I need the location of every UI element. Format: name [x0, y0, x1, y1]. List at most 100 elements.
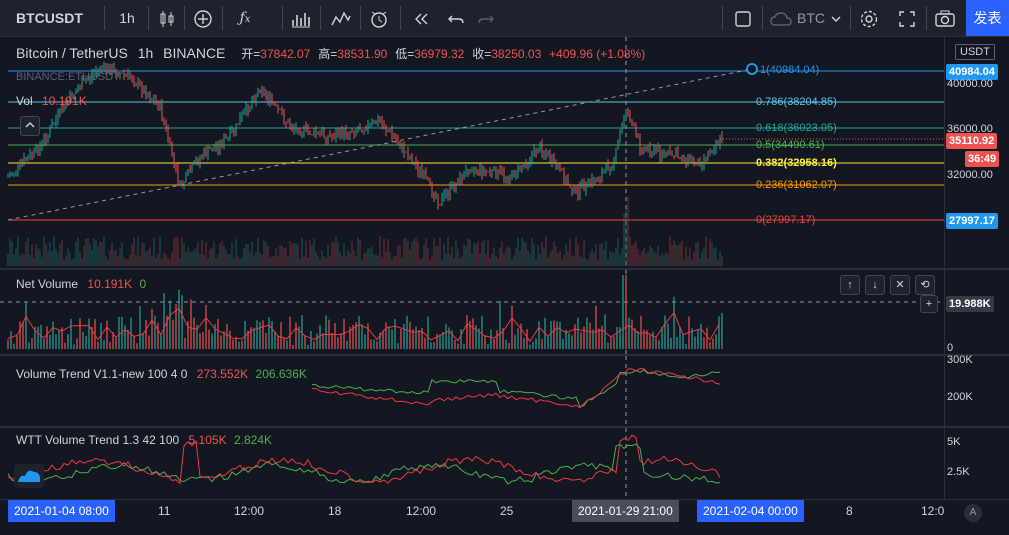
open-value: 37842.07	[260, 47, 311, 61]
wtt-red-line	[7, 434, 721, 485]
divider	[850, 6, 851, 30]
move-down-button[interactable]: ↓	[865, 275, 885, 295]
compare-symbol-label[interactable]: BINANCE:ETHUSDT	[16, 71, 120, 83]
net-volume-legend: Net Volume 10.191K 0	[16, 277, 146, 291]
redo-icon[interactable]	[474, 0, 498, 36]
volume-trend-legend: Volume Trend V1.1-new 100 4 0 273.552K 2…	[16, 367, 307, 381]
net-volume-chart[interactable]	[0, 270, 944, 354]
fx-icon[interactable]: ƒx	[239, 10, 251, 26]
time-tick: 12:0	[921, 504, 945, 518]
time-tick: 8	[846, 504, 853, 518]
time-tick: 12:00	[234, 504, 265, 518]
collapse-legend-button[interactable]	[20, 116, 40, 136]
divider	[360, 6, 361, 30]
trend-line-handle	[746, 63, 758, 75]
indicator-icon[interactable]	[328, 0, 354, 36]
close-label: 收=	[472, 47, 492, 61]
volume-trend-chart[interactable]	[0, 356, 944, 426]
move-up-button[interactable]: ↑	[840, 275, 860, 295]
add-icon[interactable]	[190, 0, 216, 36]
maximize-pane-button[interactable]: ⟲	[915, 275, 935, 295]
price-chart[interactable]	[0, 37, 944, 268]
net-volume-axis[interactable]: 19.988K 0	[944, 270, 1009, 354]
vol-label: Vol	[16, 94, 33, 108]
vol-legend: Vol 10.191K	[16, 94, 87, 108]
fib-label-0382: 0.382(32958.16)	[756, 157, 837, 169]
wtt-volume-pane[interactable]: WTT Volume Trend 1.3 42 100 5.105K 2.824…	[0, 428, 944, 499]
divider	[926, 6, 927, 30]
net-volume-bars	[7, 275, 723, 349]
wtt-legend: WTT Volume Trend 1.3 42 100 5.105K 2.824…	[16, 433, 272, 447]
volume-trend-axis[interactable]: 300K 200K	[944, 354, 1009, 426]
wtt-value2: 2.824K	[233, 433, 272, 447]
close-pane-button[interactable]: ✕	[890, 275, 910, 295]
open-label: 开=	[241, 47, 261, 61]
net-volume-pane[interactable]: Net Volume 10.191K 0 ↑ ↓ ✕ ⟲ +	[0, 270, 944, 354]
fib-label-0786: 0.786(38204.85)	[756, 96, 837, 108]
auto-scale-button[interactable]: A	[964, 504, 982, 522]
time-tick: 12:00	[406, 504, 437, 518]
undo-icon[interactable]	[444, 0, 468, 36]
range-start-label: 2021-01-04 08:00	[8, 500, 115, 522]
change-value: +409.96 (+1.08%)	[549, 47, 646, 61]
volume-trend-tick: 200K	[947, 391, 973, 403]
main-legend: Bitcoin / TetherUS 1h BINANCE 开=37842.07…	[16, 45, 645, 62]
wtt-title: WTT Volume Trend 1.3 42 100	[16, 433, 180, 447]
divider	[400, 6, 401, 30]
fib-label-05: 0.5(34490.61)	[756, 139, 825, 151]
fullscreen-icon[interactable]	[894, 0, 920, 36]
cloud-icon[interactable]	[768, 0, 794, 36]
net-volume-title: Net Volume	[16, 277, 79, 291]
pane-divider[interactable]	[0, 268, 1009, 270]
candles	[7, 61, 723, 210]
divider	[762, 6, 763, 30]
gear-icon[interactable]	[856, 0, 882, 36]
add-crosshair-button[interactable]: +	[920, 295, 938, 313]
divider	[184, 6, 185, 30]
square-icon[interactable]	[730, 0, 756, 36]
candles-icon[interactable]	[154, 0, 180, 36]
price-tick: 32000.00	[947, 169, 993, 181]
low-value: 36979.32	[414, 47, 465, 61]
fib-price-label: 27997.17	[946, 213, 998, 229]
chart-exchange: BINANCE	[163, 45, 226, 61]
fib-price-label: 40984.04	[946, 64, 998, 80]
volume-trend-tick: 300K	[947, 354, 973, 366]
crosshair-time-label: 2021-01-29 21:00	[572, 500, 679, 522]
price-axis[interactable]: USDT 40984.04 40000.00 36000.00 35110.92…	[944, 37, 1009, 268]
main-chart-pane[interactable]: Bitcoin / TetherUS 1h BINANCE 开=37842.07…	[0, 37, 944, 268]
volume-trend-pane[interactable]: Volume Trend V1.1-new 100 4 0 273.552K 2…	[0, 356, 944, 426]
divider	[222, 6, 223, 30]
replay-icon[interactable]	[408, 0, 434, 36]
time-axis[interactable]	[0, 499, 1009, 535]
high-label: 高=	[318, 47, 338, 61]
volume-trend-value1: 273.552K	[196, 367, 249, 381]
close-value: 38250.03	[491, 47, 542, 61]
bar-chart-icon[interactable]	[288, 0, 314, 36]
volume-trend-green-line	[311, 369, 721, 408]
symbol-title: Bitcoin / TetherUS	[16, 45, 128, 61]
fib-label-1: 1(40984.04)	[760, 64, 820, 76]
interval-button[interactable]: 1h	[119, 10, 135, 26]
divider	[282, 6, 283, 30]
pane-divider[interactable]	[0, 354, 1009, 356]
divider	[722, 6, 723, 30]
alarm-icon[interactable]	[366, 0, 392, 36]
camera-icon[interactable]	[932, 0, 958, 36]
publish-button[interactable]: 发表	[966, 0, 1009, 36]
wtt-axis[interactable]: 5K 2.5K	[944, 428, 1009, 499]
symbol-search[interactable]: BTCUSDT	[16, 10, 83, 26]
price-tick: 36000.00	[947, 123, 993, 135]
divider	[320, 6, 321, 30]
wtt-value1: 5.105K	[188, 433, 227, 447]
currency-select[interactable]: BTC	[797, 10, 825, 26]
tradingview-logo[interactable]	[14, 464, 44, 488]
chart-interval: 1h	[137, 45, 154, 61]
chevron-down-icon[interactable]	[828, 0, 844, 36]
volume-trend-red-line	[311, 367, 721, 409]
price-tick: 40000.00	[947, 78, 993, 90]
wtt-volume-chart[interactable]	[0, 428, 944, 499]
pane-divider[interactable]	[0, 426, 1009, 428]
net-volume-value1: 10.191K	[87, 277, 133, 291]
unit-label[interactable]: USDT	[955, 44, 995, 60]
